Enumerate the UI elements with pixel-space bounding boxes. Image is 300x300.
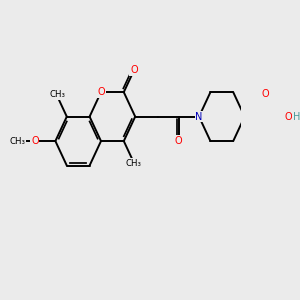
Text: O: O: [130, 65, 138, 75]
Text: CH₃: CH₃: [125, 159, 142, 168]
Text: O: O: [31, 136, 39, 146]
Text: CH₃: CH₃: [49, 91, 65, 100]
Text: O: O: [97, 87, 105, 97]
Text: O: O: [175, 136, 182, 146]
Text: H: H: [293, 112, 300, 122]
Text: N: N: [195, 112, 203, 122]
Text: OH: OH: [285, 112, 300, 122]
Text: O: O: [261, 89, 269, 99]
Text: CH₃: CH₃: [10, 136, 26, 146]
